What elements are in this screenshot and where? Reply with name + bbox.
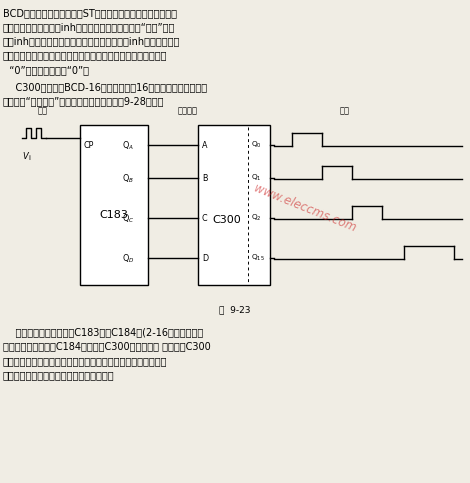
Text: C300主要用于BCD-16进制译码，与16进制加法计数器配接，: C300主要用于BCD-16进制译码，与16进制加法计数器配接， xyxy=(3,82,207,92)
Text: 输入: 输入 xyxy=(38,106,48,115)
Text: Q$_{15}$: Q$_{15}$ xyxy=(251,253,265,264)
Text: V: V xyxy=(22,153,28,161)
Text: B: B xyxy=(202,174,207,183)
Text: C300: C300 xyxy=(212,215,242,226)
Text: 状态，输出端即锁定。inh为译码禁止端，也可称为“允许”端，: 状态，输出端即锁定。inh为译码禁止端，也可称为“允许”端， xyxy=(3,22,175,32)
Text: C: C xyxy=(202,214,208,223)
Text: 根据上述原理，如果将C183改为C184等(2-16进制可预置、: 根据上述原理，如果将C183改为C184等(2-16进制可预置、 xyxy=(3,327,203,338)
Text: Q$_C$: Q$_C$ xyxy=(122,212,134,225)
Text: 即当inh为低电平时，可允许译码结果输出；当inh为高电平时，: 即当inh为低电平时，可允许译码结果输出；当inh为高电平时， xyxy=(3,36,180,46)
Text: “0”，类似计数器置“0”。: “0”，类似计数器置“0”。 xyxy=(3,65,89,75)
Text: 的输出端配接上适当阴值的电阔，便可得到阶梯波，上升的阶梯: 的输出端配接上适当阴值的电阔，便可得到阶梯波，上升的阶梯 xyxy=(3,356,167,366)
Text: 还可产生“顺序寻址”（顺序扫描）电路，如图9-28所示。: 还可产生“顺序寻址”（顺序扫描）电路，如图9-28所示。 xyxy=(3,96,164,106)
Text: BCD码暂存到闩锁中，即当ST为低电平时，不论输入端是何种: BCD码暂存到闩锁中，即当ST为低电平时，不论输入端是何种 xyxy=(3,8,177,18)
Text: CP: CP xyxy=(84,141,94,150)
Text: 计数译码: 计数译码 xyxy=(178,106,198,115)
Bar xyxy=(80,126,148,285)
Text: Q$_A$: Q$_A$ xyxy=(122,139,134,152)
Text: Q$_B$: Q$_B$ xyxy=(122,172,134,185)
Bar xyxy=(198,126,270,285)
Text: Q$_1$: Q$_1$ xyxy=(251,173,262,184)
Text: A: A xyxy=(202,141,207,150)
Text: 波用加法计数，下降的阶梯波用减法计数。: 波用加法计数，下降的阶梯波用减法计数。 xyxy=(3,370,115,380)
Text: 可逆计数器）联接，C184输出端与C300输入端对应 联接，在C300: 可逆计数器）联接，C184输出端与C300输入端对应 联接，在C300 xyxy=(3,341,211,352)
Text: 输出: 输出 xyxy=(340,106,350,115)
Text: C183: C183 xyxy=(100,211,128,220)
Text: i: i xyxy=(28,156,30,161)
Text: 图  9-23: 图 9-23 xyxy=(219,305,251,314)
Text: D: D xyxy=(202,254,208,263)
Text: Q$_0$: Q$_0$ xyxy=(251,140,262,151)
Text: Q$_D$: Q$_D$ xyxy=(122,252,134,265)
Text: www.eleccms.com: www.eleccms.com xyxy=(252,182,358,235)
Text: 不论输入端或锁定端是何种状态，禁止译码结果输出，且全部为: 不论输入端或锁定端是何种状态，禁止译码结果输出，且全部为 xyxy=(3,51,167,60)
Text: Q$_2$: Q$_2$ xyxy=(251,213,262,224)
